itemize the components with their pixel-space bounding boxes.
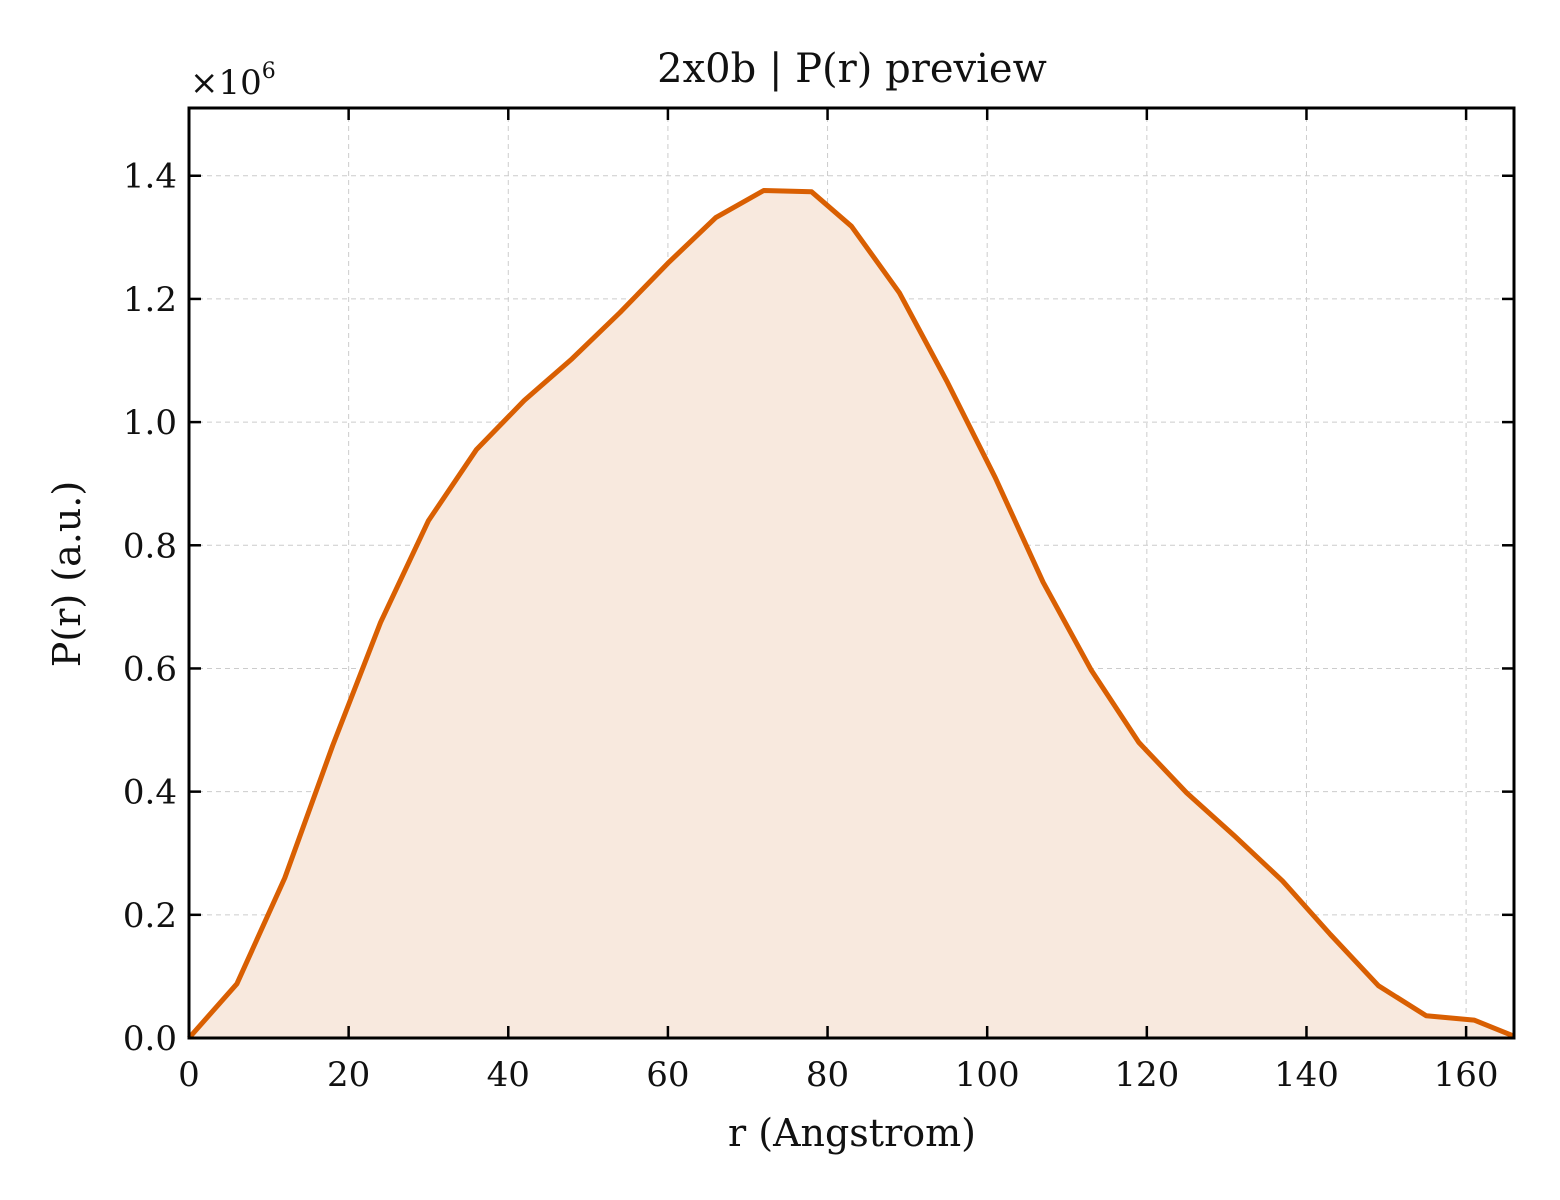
plot-frame xyxy=(187,106,1516,1040)
x-axis-title: r (Angstrom) xyxy=(728,1111,976,1155)
tick-label-layer: 0 20 40 60 80 100 120 140 160 0.0 0.2 0.4 0.6 0.8 1.0 1… xyxy=(123,157,1499,1095)
x-tick-label: 80 xyxy=(806,1055,849,1095)
x-tick-label: 20 xyxy=(327,1055,370,1095)
y-tick-label: 0.8 xyxy=(123,526,177,566)
y-tick-label: 0.2 xyxy=(123,896,177,936)
y-tick-label: 0.4 xyxy=(123,773,177,813)
x-tick-label: 0 xyxy=(178,1055,200,1095)
y-offset-base: ×10 xyxy=(190,63,262,103)
y-offset-exponent: 6 xyxy=(262,59,276,84)
y-tick-label: 0.0 xyxy=(123,1019,177,1059)
x-tick-label: 160 xyxy=(1434,1055,1499,1095)
tick-layer xyxy=(187,108,1514,1040)
area-layer xyxy=(189,190,1514,1038)
pr-area-fill xyxy=(189,190,1514,1038)
chart-title: 2x0b | P(r) preview xyxy=(657,46,1047,92)
y-tick-label: 1.4 xyxy=(123,157,177,197)
y-axis-title: P(r) (a.u.) xyxy=(45,481,89,667)
y-tick-label: 0.6 xyxy=(123,649,177,689)
x-tick-label: 40 xyxy=(487,1055,530,1095)
y-tick-label: 1.0 xyxy=(123,403,177,443)
x-tick-label: 140 xyxy=(1274,1055,1339,1095)
y-tick-label: 1.2 xyxy=(123,280,177,320)
x-tick-label: 100 xyxy=(955,1055,1020,1095)
x-tick-label: 120 xyxy=(1114,1055,1179,1095)
x-tick-label: 60 xyxy=(646,1055,689,1095)
y-offset-label: ×106 xyxy=(190,59,276,103)
